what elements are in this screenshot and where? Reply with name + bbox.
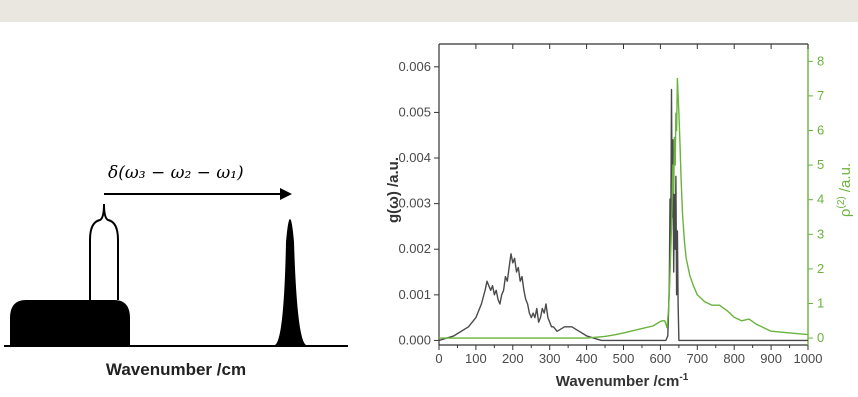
- x-tick-label: 900: [760, 351, 782, 366]
- series-lines: [438, 77, 809, 342]
- x-tick-label: 600: [650, 351, 672, 366]
- x-tick-label: 700: [686, 351, 708, 366]
- x-axis: 0 100 200 300 400 500 600 700 800 900 1000: [435, 44, 822, 366]
- x-tick-label: 400: [576, 351, 598, 366]
- x-tick-label: 800: [723, 351, 745, 366]
- arrow-head-icon: [280, 188, 292, 200]
- left-y-tick-label: 0.001: [398, 287, 431, 302]
- x-tick-label: 200: [502, 351, 524, 366]
- x-tick-label: 300: [539, 351, 561, 366]
- right-y-tick-label: 3: [817, 226, 824, 241]
- left-y-tick-label: 0.005: [398, 104, 431, 119]
- series-line-g-omega: [438, 88, 808, 342]
- right-y-tick-label: 1: [817, 295, 824, 310]
- x-tick-label: 1000: [794, 351, 823, 366]
- x-tick-label: 100: [465, 351, 487, 366]
- left-y-tick-label: 0.006: [398, 59, 431, 74]
- right-y-tick-label: 4: [817, 192, 824, 207]
- right-y-tick-label: 6: [817, 122, 824, 137]
- peak-outline-shape: [89, 203, 119, 300]
- x-tick-label: 500: [613, 351, 635, 366]
- schematic-x-label: Wavenumber /cm: [106, 360, 246, 379]
- left-y-tick-label: 0.003: [398, 196, 431, 211]
- left-y-tick-label: 0.000: [398, 332, 431, 347]
- chart: 0 100 200 300 400 500 600 700 800 900 1000 0.0000.…: [385, 43, 854, 390]
- top-border-strip: [0, 0, 858, 22]
- left-y-tick-label: 0.004: [398, 150, 431, 165]
- left-y-axis-title: g(ω) /a.u.: [385, 157, 402, 223]
- left-y-tick-label: 0.002: [398, 241, 431, 256]
- x-tick-label: 0: [435, 351, 442, 366]
- spectrum-schematic: δ(ω₃ − ω₂ − ω₁) Wavenumber /cm: [4, 163, 348, 379]
- right-y-tick-label: 5: [817, 157, 824, 172]
- right-y-tick-label: 8: [817, 53, 824, 68]
- plot-frame: [438, 43, 809, 346]
- x-axis-title: Wavenumber /cm-1: [556, 372, 689, 390]
- broad-band-shape: [10, 300, 130, 345]
- right-y-tick-label: 0: [817, 330, 824, 345]
- right-y-tick-label: 7: [817, 88, 824, 103]
- narrow-peak-shape: [275, 219, 306, 345]
- left-y-axis: 0.000 0.001 0.002 0.003 0.004 0.005 0.006: [398, 59, 439, 347]
- right-y-tick-label: 2: [817, 261, 824, 276]
- right-y-axis-title: ρ(2) /a.u.: [836, 163, 854, 217]
- series-line-rho-2: [439, 77, 809, 339]
- right-y-axis: 0 1 2 3 4 5 6 7 8: [808, 53, 824, 345]
- delta-equation: δ(ω₃ − ω₂ − ω₁): [108, 163, 244, 183]
